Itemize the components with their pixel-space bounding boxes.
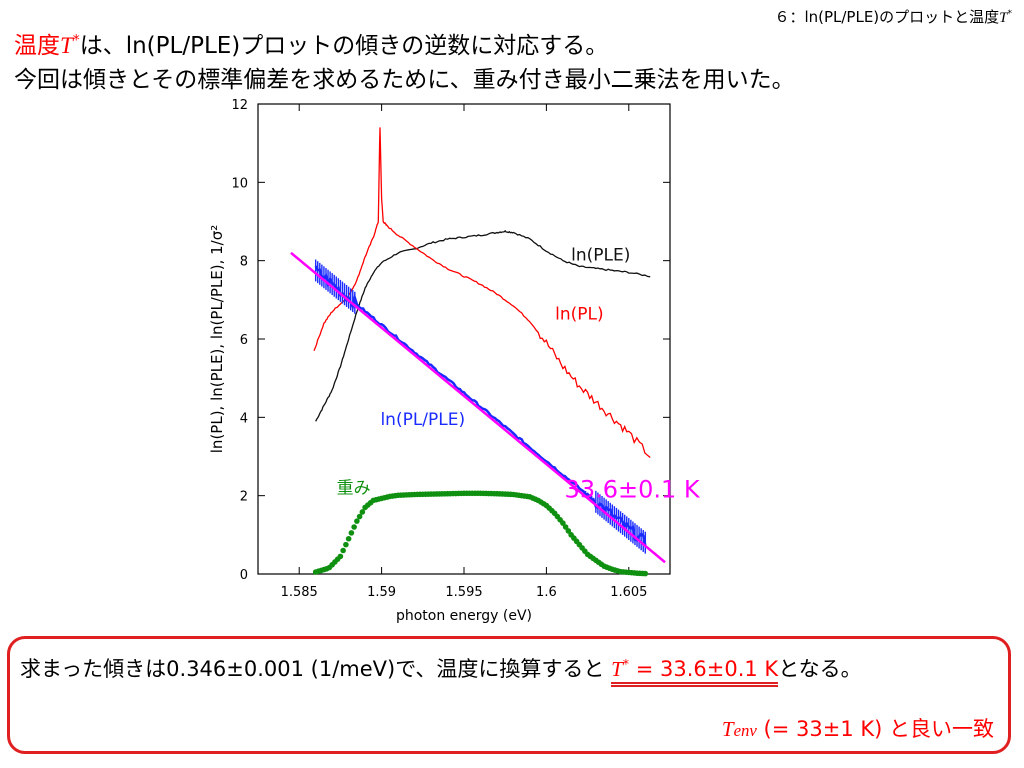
y-tick-label: 12 xyxy=(231,98,248,113)
y-axis-label: ln(PL), ln(PLE), ln(PL/PLE), 1/σ² xyxy=(208,225,226,453)
env-value: (= 33±1 K) と良い一致 xyxy=(756,717,994,741)
x-tick-label: 1.595 xyxy=(445,585,482,600)
y-tick-label: 6 xyxy=(240,333,248,348)
ple-label: ln(PLE) xyxy=(571,246,630,266)
weight-point xyxy=(356,513,363,520)
weight-point xyxy=(345,535,352,542)
fit-temperature-label: 33.6±0.1 K xyxy=(565,476,701,504)
result-prefix: 求まった傾きは0.346±0.001 (1/meV)で、温度に換算すると xyxy=(20,657,612,681)
env-t-symbol: T xyxy=(721,717,734,741)
x-axis-label: photon energy (eV) xyxy=(396,608,532,624)
weight-point xyxy=(354,518,360,524)
result-temperature: T* = 33.6±0.1 K xyxy=(611,656,779,687)
y-tick-label: 4 xyxy=(240,411,248,426)
slide-label: ６：ln(PL/PLE)のプロットと温度T* xyxy=(774,6,1012,27)
result-value: = 33.6±0.1 K xyxy=(629,657,779,681)
y-tick-label: 2 xyxy=(240,490,248,505)
slide-label-superscript: * xyxy=(1007,9,1013,19)
x-tick-label: 1.585 xyxy=(281,585,318,600)
weight-point xyxy=(343,541,349,548)
weight-point xyxy=(560,520,566,526)
x-tick-label: 1.59 xyxy=(367,585,396,600)
header-t-symbol: T xyxy=(60,33,73,58)
ple-series-line xyxy=(315,229,651,422)
header-line-1: 温度T*は、ln(PL/PLE)プロットの傾きの逆数に対応する。 xyxy=(14,26,608,60)
fit-line xyxy=(290,251,666,564)
header-t-superscript: * xyxy=(72,32,80,49)
slide-label-prefix: ６：ln(PL/PLE)のプロットと温度 xyxy=(774,8,1000,26)
header-line-2: 今回は傾きとその標準偏差を求めるために、重み付き最小二乗法を用いた。 xyxy=(14,67,795,93)
header-line-1-text: は、ln(PL/PLE)プロットの傾きの逆数に対応する。 xyxy=(79,33,609,59)
weight-point xyxy=(348,530,355,536)
weight-point xyxy=(340,547,346,554)
y-tick-label: 0 xyxy=(240,568,248,583)
result-t-superscript: * xyxy=(622,656,630,671)
result-suffix: となる。 xyxy=(778,657,862,681)
weight-point xyxy=(351,524,357,530)
weight-point xyxy=(337,553,344,560)
result-t-symbol: T xyxy=(611,657,623,681)
weight-point xyxy=(359,509,366,515)
weight-point xyxy=(562,524,569,530)
pl-label: ln(PL) xyxy=(555,304,604,324)
x-tick-label: 1.605 xyxy=(610,585,647,600)
weight-point xyxy=(565,528,572,534)
ratio-series-line xyxy=(314,265,647,546)
weight-point xyxy=(642,570,649,577)
slide-label-t-symbol: T xyxy=(999,10,1008,26)
env-comparison: Tenv (= 33±1 K) と良い一致 xyxy=(722,713,994,743)
chart: 1.585 1.59 1.595 1.6 1.605 0 2 4 6 8 10 12 photon en… xyxy=(208,98,701,624)
ratio-label: ln(PL/PLE) xyxy=(380,410,465,430)
x-tick-label: 1.6 xyxy=(536,585,557,600)
env-subscript: env xyxy=(733,721,757,740)
pl-series-line xyxy=(313,127,651,459)
result-box: 求まった傾きは0.346±0.001 (1/meV)で、温度に換算すると T* … xyxy=(7,636,1011,754)
y-tick-label: 10 xyxy=(231,176,248,191)
result-line: 求まった傾きは0.346±0.001 (1/meV)で、温度に換算すると T* … xyxy=(20,653,862,687)
y-tick-label: 8 xyxy=(240,255,248,270)
header-temperature-label: 温度 xyxy=(14,33,60,59)
weight-label: 重み xyxy=(337,479,371,499)
